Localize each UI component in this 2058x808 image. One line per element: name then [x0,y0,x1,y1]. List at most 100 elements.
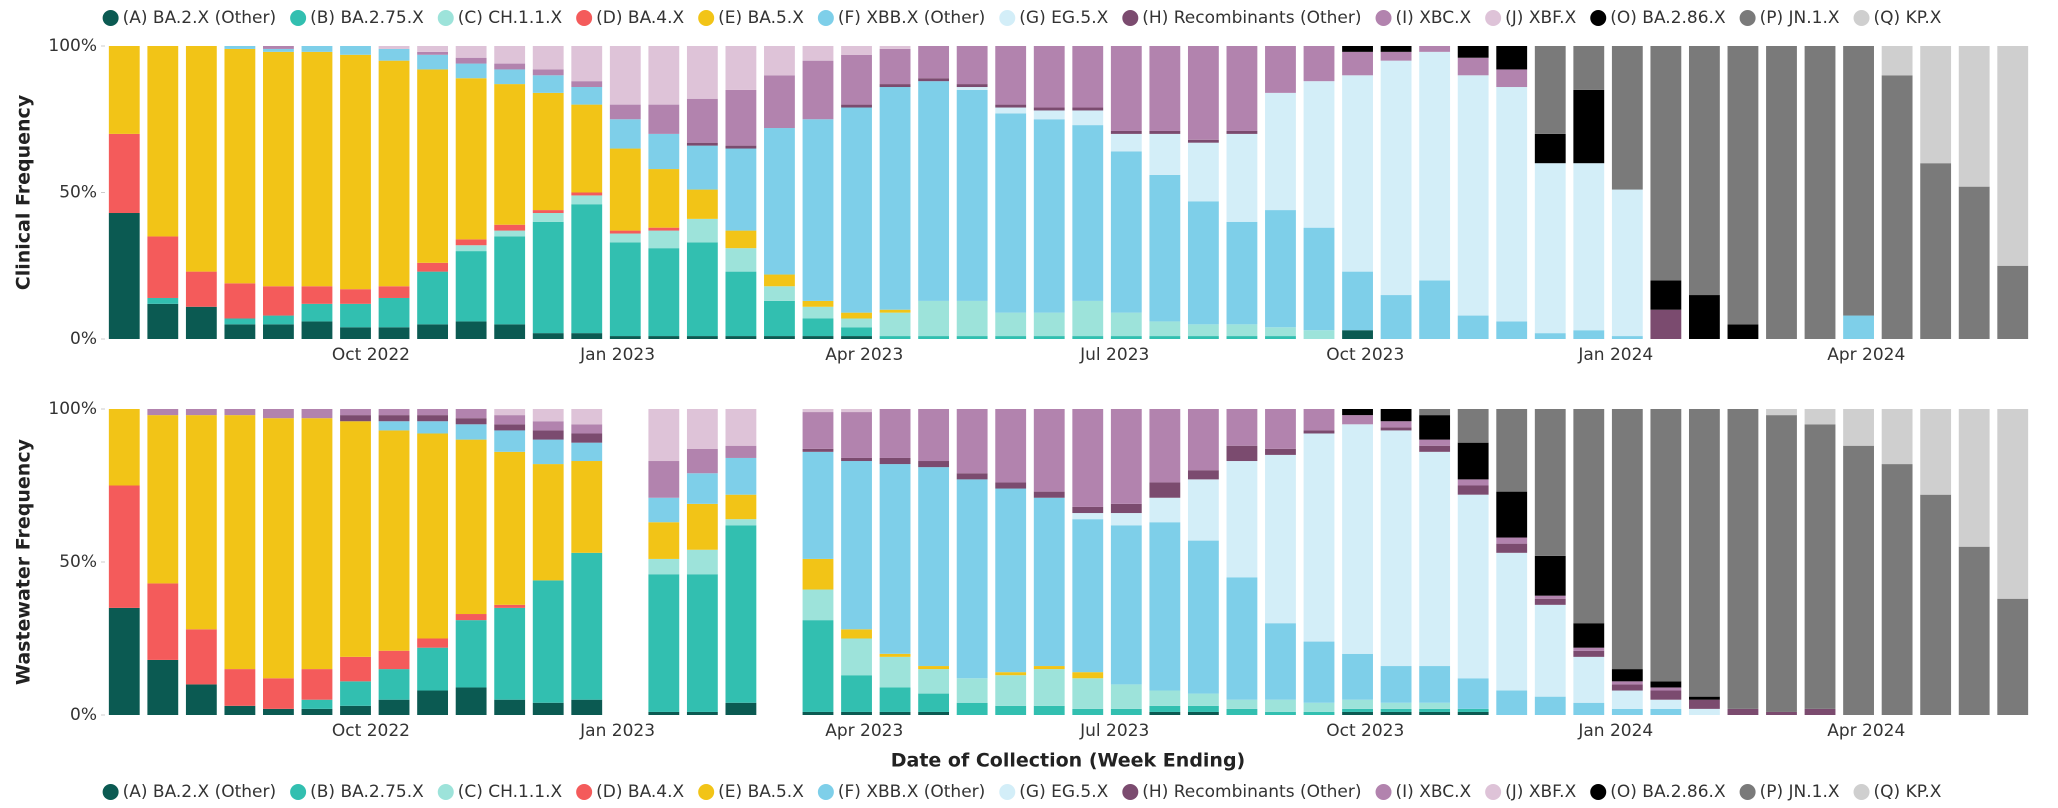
bar-segment [1342,653,1373,700]
bar-segment [1303,46,1335,82]
bar-segment [1611,46,1643,190]
bar-segment [1265,454,1296,624]
bar-segment [1187,540,1219,694]
bar-segment [1534,595,1566,599]
bar-segment [224,409,256,416]
bar-segment [417,638,449,648]
bar-segment [648,574,680,712]
bar-segment [802,412,834,449]
bar-segment [1920,163,1952,339]
bar-segment [301,46,333,52]
bar-segment [764,46,795,76]
bar-segment [609,336,641,339]
bar-segment [263,324,294,339]
bar-segment [147,297,179,304]
bar-segment [532,439,564,465]
bar-segment [1149,522,1181,691]
bar-segment [1727,708,1759,715]
bar-segment [841,336,872,339]
bar-segment [1226,699,1258,709]
bar-segment [378,421,410,431]
bar-segment [1958,46,1990,187]
bar-segment [725,409,757,446]
bar-segment [1881,409,1913,465]
legend-label: (C) CH.1.1.X [458,782,563,802]
bar-segment [1149,46,1181,131]
bar-segment [1496,543,1528,553]
bar-segment [1727,46,1759,325]
bar-segment [686,549,718,575]
bar-segment [1843,409,1874,446]
bar-segment [1496,87,1528,322]
bar-segment [764,300,795,337]
bar-segment [301,699,333,709]
bar-segment [417,415,449,422]
bar-segment [455,63,487,79]
bar-segment [609,46,641,105]
bar-segment [1534,696,1566,715]
bar-segment [1688,295,1720,339]
legend-label: (P) JN.1.X [1760,8,1840,28]
bar-segment [1534,604,1566,697]
bar-segment [378,669,410,700]
bar-segment [1033,666,1065,670]
bar-segment [1303,433,1335,642]
bar-segment [340,303,371,328]
bar-segment [224,669,256,706]
bar-segment [802,318,834,337]
bar-segment [340,327,371,339]
bar-segment [841,54,872,105]
bar-segment [1419,666,1451,703]
x-tick-label: Jan 2023 [579,345,655,365]
legend-label: (A) BA.2.X (Other) [123,782,277,802]
bar-segment [1033,409,1065,492]
bar-segment [455,321,487,339]
bar-segment [1110,336,1142,339]
bar-segment [1920,46,1952,164]
bar-segment [1033,491,1065,498]
bar-segment [1187,470,1219,480]
bar-segment [648,169,680,228]
legend-marker [817,784,834,800]
bar-segment [263,315,294,325]
x-tick-label: Jul 2023 [1079,345,1149,365]
bar-segment [1380,702,1412,709]
bar-segment [571,461,603,553]
bar-segment [378,409,410,416]
bar-segment [417,409,449,416]
bar-segment [918,693,950,712]
bar-segment [609,148,641,231]
bar-segment [185,415,217,630]
bar-segment [185,409,217,416]
bar-segment [918,666,950,670]
bar-segment [841,675,872,712]
bar-segment [1303,81,1335,228]
bar-segment [841,409,872,413]
bar-segment [1573,623,1605,648]
bar-segment [1727,409,1759,709]
bar-segment [532,92,564,211]
bar-segment [378,286,410,298]
bar-segment [340,46,371,55]
bar-segment [340,705,371,715]
bar-segment [1843,315,1874,339]
bar-segment [417,51,449,55]
bar-segment [571,442,603,462]
legend-label: (O) BA.2.86.X [1610,782,1726,802]
bar-segment [417,262,449,272]
bar-segment [1187,142,1219,202]
bar-segment [1072,708,1104,715]
x-tick-label: Jan 2024 [1577,721,1653,741]
bar-segment [1496,491,1528,538]
legend-marker [1485,10,1502,26]
bar-segment [1958,186,1990,339]
bar-segment [1226,708,1258,715]
bar-segment [108,213,140,339]
bar-segment [1342,330,1373,339]
bar-segment [1997,46,2029,266]
bar-segment [1072,125,1104,301]
bar-segment [1303,702,1335,712]
bar-segment [571,192,603,196]
bar-segment [995,107,1027,114]
x-tick-label: Apr 2024 [1827,345,1905,365]
